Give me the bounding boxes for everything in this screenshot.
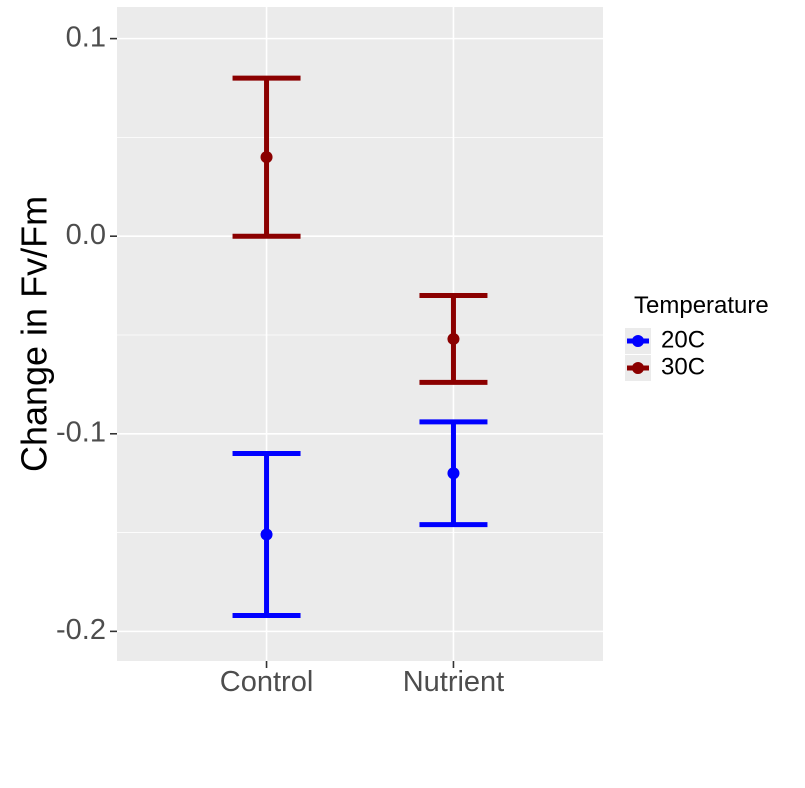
y-tick-label: -0.2: [56, 614, 106, 646]
legend-title: Temperature: [634, 292, 769, 319]
y-tick-label: -0.1: [56, 416, 106, 448]
data-marks: [232, 75, 488, 619]
legend-key-point: [632, 362, 644, 374]
x-tick-label: Nutrient: [403, 666, 505, 698]
legend-key-point: [632, 335, 644, 347]
point-30C-Nutrient: [447, 332, 460, 345]
point-20C-Control: [260, 528, 273, 541]
y-axis: 0.1 0.0 -0.1 -0.2: [56, 21, 117, 646]
point-20C-Nutrient: [447, 467, 460, 480]
y-tick-label: 0.1: [66, 21, 106, 53]
point-30C-Control: [260, 151, 273, 164]
plot-panel: [117, 7, 603, 661]
x-axis: Control Nutrient: [220, 661, 504, 698]
y-axis-title: Change in Fv/Fm: [14, 196, 55, 472]
legend-label-30C: 30C: [661, 353, 705, 380]
minor-gridlines: [117, 137, 603, 533]
y-tick-label: 0.0: [66, 219, 106, 251]
x-tick-label: Control: [220, 666, 314, 698]
legend-label-20C: 20C: [661, 326, 705, 353]
